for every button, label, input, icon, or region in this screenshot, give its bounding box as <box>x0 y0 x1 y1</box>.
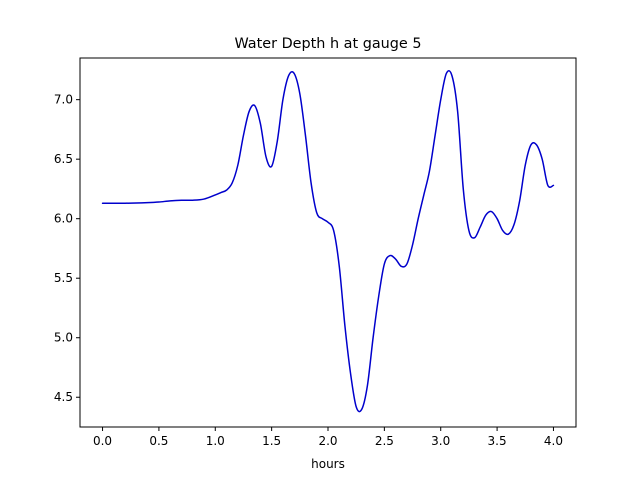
y-axis: 4.5 5.0 5.5 6.0 6.5 7.0 <box>54 93 80 404</box>
chart-title: Water Depth h at gauge 5 <box>234 36 421 52</box>
series-line <box>101 70 555 413</box>
y-tick-label: 4.5 <box>54 390 73 404</box>
x-tick-label: 3.0 <box>431 434 450 448</box>
x-axis-label: hours <box>311 457 345 471</box>
x-axis: 0.0 0.5 1.0 1.5 2.0 2.5 3.0 3.5 4.0 <box>93 427 563 448</box>
y-tick-label: 5.0 <box>54 331 73 345</box>
y-tick-label: 5.5 <box>54 271 73 285</box>
x-tick-label: 0.0 <box>93 434 112 448</box>
x-tick-label: 4.0 <box>544 434 563 448</box>
x-tick-label: 2.5 <box>375 434 394 448</box>
x-tick-label: 1.5 <box>262 434 281 448</box>
y-tick-label: 6.5 <box>54 152 73 166</box>
y-tick-label: 7.0 <box>54 93 73 107</box>
x-tick-label: 3.5 <box>488 434 507 448</box>
x-tick-label: 1.0 <box>206 434 225 448</box>
y-tick-label: 6.0 <box>54 212 73 226</box>
x-tick-label: 0.5 <box>149 434 168 448</box>
x-tick-label: 2.0 <box>318 434 337 448</box>
